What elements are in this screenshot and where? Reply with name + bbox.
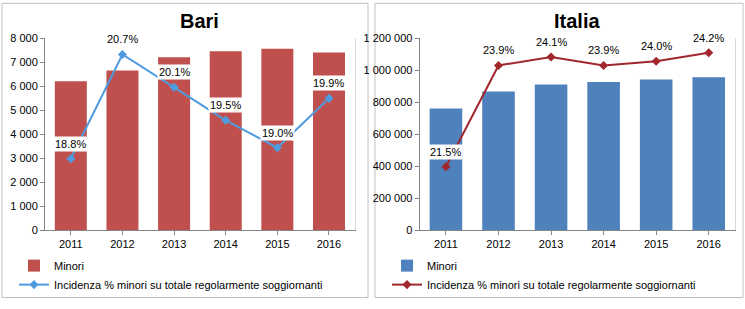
svg-text:7 000: 7 000	[10, 56, 38, 68]
svg-text:Minori: Minori	[54, 260, 84, 272]
svg-text:0: 0	[406, 224, 412, 236]
svg-text:2011: 2011	[59, 238, 83, 250]
svg-text:24.2%: 24.2%	[693, 32, 724, 44]
svg-text:24.1%: 24.1%	[536, 36, 567, 48]
svg-text:Minori: Minori	[427, 260, 457, 272]
svg-text:1 200 000: 1 200 000	[364, 32, 413, 44]
svg-text:2014: 2014	[213, 238, 237, 250]
svg-text:Incidenza % minori su totale r: Incidenza % minori su totale regolarment…	[427, 279, 695, 291]
svg-text:2016: 2016	[317, 238, 341, 250]
svg-text:2015: 2015	[265, 238, 289, 250]
svg-text:2012: 2012	[486, 238, 510, 250]
svg-text:23.9%: 23.9%	[588, 44, 619, 56]
svg-text:2012: 2012	[110, 238, 134, 250]
svg-text:6 000: 6 000	[10, 80, 38, 92]
svg-text:2014: 2014	[591, 238, 615, 250]
svg-text:0: 0	[32, 224, 38, 236]
svg-text:Italia: Italia	[554, 10, 600, 32]
svg-text:Incidenza % minori su totale r: Incidenza % minori su totale regolarment…	[54, 279, 322, 291]
svg-text:200 000: 200 000	[373, 192, 413, 204]
svg-text:18.8%: 18.8%	[55, 138, 86, 150]
svg-text:1 000: 1 000	[10, 200, 38, 212]
svg-text:19.5%: 19.5%	[210, 99, 241, 111]
svg-text:23.9%: 23.9%	[483, 44, 514, 56]
svg-text:Bari: Bari	[180, 10, 219, 32]
svg-text:2016: 2016	[696, 238, 720, 250]
svg-text:600 000: 600 000	[373, 128, 413, 140]
svg-text:2013: 2013	[539, 238, 563, 250]
svg-text:5 000: 5 000	[10, 104, 38, 116]
svg-text:400 000: 400 000	[373, 160, 413, 172]
svg-text:8 000: 8 000	[10, 32, 38, 44]
svg-text:19.9%: 19.9%	[313, 77, 344, 89]
svg-text:19.0%: 19.0%	[262, 127, 293, 139]
svg-text:3 000: 3 000	[10, 152, 38, 164]
svg-text:2011: 2011	[434, 238, 458, 250]
svg-text:20.7%: 20.7%	[107, 33, 138, 45]
svg-text:4 000: 4 000	[10, 128, 38, 140]
svg-text:21.5%: 21.5%	[430, 146, 461, 158]
svg-text:2015: 2015	[644, 238, 668, 250]
svg-text:1 000 000: 1 000 000	[364, 64, 413, 76]
svg-text:20.1%: 20.1%	[159, 66, 190, 78]
svg-text:2013: 2013	[162, 238, 186, 250]
svg-text:2 000: 2 000	[10, 176, 38, 188]
svg-text:800 000: 800 000	[373, 96, 413, 108]
svg-text:24.0%: 24.0%	[641, 40, 672, 52]
